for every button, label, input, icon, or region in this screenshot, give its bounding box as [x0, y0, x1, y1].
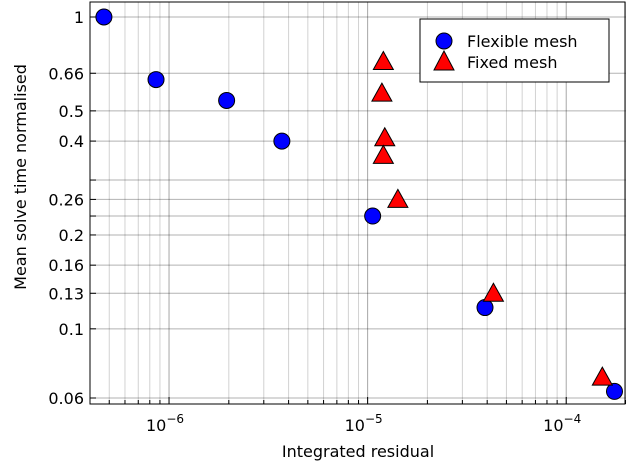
x-tick-label: 10−5	[345, 412, 383, 435]
x-axis-label: Integrated residual	[282, 442, 434, 461]
flexible-mesh-point	[218, 91, 236, 109]
x-tick-label: 10−6	[146, 412, 184, 435]
flexible-mesh-point	[476, 299, 494, 317]
legend-label-flexible: Flexible mesh	[467, 32, 578, 51]
y-tick-label: 1	[74, 8, 84, 27]
data-markers	[95, 8, 623, 400]
x-axis-ticks: 10−6 10−5 10−4	[89, 397, 626, 435]
y-tick-label: 0.06	[48, 389, 84, 408]
fixed-mesh-point	[591, 366, 614, 386]
minor-grid	[89, 2, 626, 404]
fixed-mesh-point	[371, 82, 393, 102]
legend-marker-flexible	[435, 32, 453, 50]
y-tick-label: 0.16	[48, 256, 84, 275]
y-tick-label: 0.1	[59, 320, 84, 339]
plot-area-frame	[89, 1, 626, 405]
y-tick-label: 0.13	[48, 284, 84, 303]
flexible-mesh-point	[95, 8, 113, 26]
flexible-mesh-point	[605, 382, 623, 400]
flexible-mesh-point	[364, 207, 382, 225]
flexible-mesh-point	[273, 132, 291, 150]
y-tick-label: 0.2	[59, 226, 84, 245]
fixed-mesh-point	[482, 282, 505, 302]
major-grid	[90, 2, 626, 404]
y-axis-label: Mean solve time normalised	[11, 64, 30, 290]
fixed-mesh-point	[372, 50, 395, 70]
y-tick-label: 0.66	[48, 64, 84, 83]
legend-label-fixed: Fixed mesh	[467, 53, 557, 72]
legend-box	[419, 18, 610, 83]
y-tick-label: 0.26	[48, 190, 84, 209]
fixed-mesh-point	[387, 188, 409, 208]
legend-marker-fixed	[433, 49, 455, 71]
y-tick-label: 0.5	[59, 102, 84, 121]
x-tick-label: 10−4	[543, 412, 581, 435]
fixed-mesh-point	[372, 144, 395, 164]
legend: Flexible mesh Fixed mesh	[419, 18, 610, 83]
fixed-mesh-point	[373, 126, 396, 147]
y-axis-ticks: 1 0.66 0.5 0.4 0.26 0.2 0.16 0.13 0.1 0.06	[48, 8, 96, 408]
flexible-mesh-point	[147, 71, 165, 89]
y-tick-label: 0.4	[59, 132, 84, 151]
